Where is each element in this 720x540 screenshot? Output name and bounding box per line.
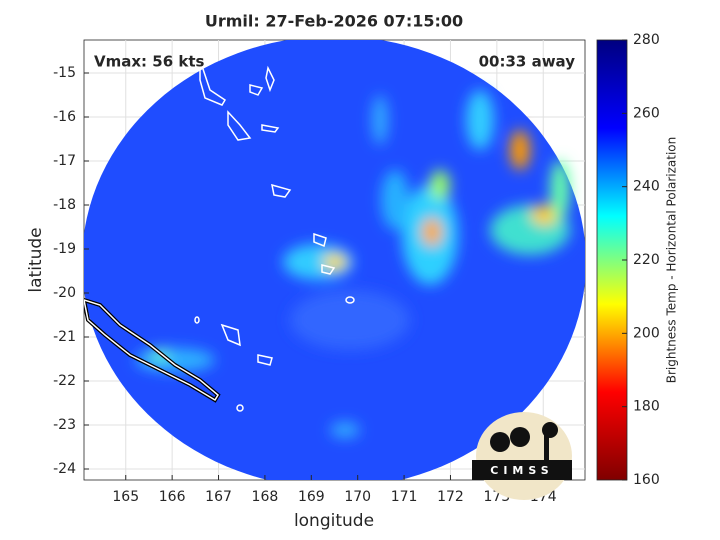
- y-axis-label: latitude: [26, 227, 46, 292]
- x-tick-label: 165: [112, 489, 139, 505]
- y-tick-label: -16: [53, 109, 76, 125]
- y-tick-label: -19: [53, 241, 76, 257]
- colorbar-tick-label: 220: [633, 252, 660, 268]
- x-tick-label: 170: [344, 489, 371, 505]
- vmax-label: Vmax: 56 kts: [94, 53, 204, 71]
- colorbar-tick-label: 280: [633, 32, 660, 48]
- x-axis-label: longitude: [294, 511, 374, 531]
- y-tick-label: -15: [53, 65, 76, 81]
- y-tick-label: -18: [53, 197, 76, 213]
- time-away-label: 00:33 away: [479, 53, 576, 71]
- logo-text: CIMSS: [490, 464, 553, 477]
- colorbar-tick-label: 160: [633, 472, 660, 488]
- imagery: [84, 40, 585, 480]
- x-tick-label: 169: [298, 489, 325, 505]
- colorbar-tick-label: 260: [633, 105, 660, 121]
- y-tick-label: -21: [53, 329, 76, 345]
- colorbar-tick-label: 200: [633, 325, 660, 341]
- y-tick-label: -23: [53, 417, 76, 433]
- y-tick-label: -17: [53, 153, 76, 169]
- x-tick-label: 171: [391, 489, 418, 505]
- title: Urmil: 27-Feb-2026 07:15:00: [205, 12, 463, 31]
- colorbar-tick-label: 180: [633, 399, 660, 415]
- x-tick-label: 168: [252, 489, 279, 505]
- y-tick-label: -22: [53, 373, 76, 389]
- colorbar-label: Brightness Temp - Horizontal Polarizatio…: [665, 137, 679, 384]
- x-tick-label: 172: [437, 489, 464, 505]
- colorbar-tick-label: 240: [633, 179, 660, 195]
- y-tick-label: -24: [53, 461, 76, 477]
- x-tick-label: 166: [159, 489, 186, 505]
- y-tick-label: -20: [53, 285, 76, 301]
- x-tick-label: 167: [205, 489, 232, 505]
- logo: CIMSS: [472, 412, 572, 500]
